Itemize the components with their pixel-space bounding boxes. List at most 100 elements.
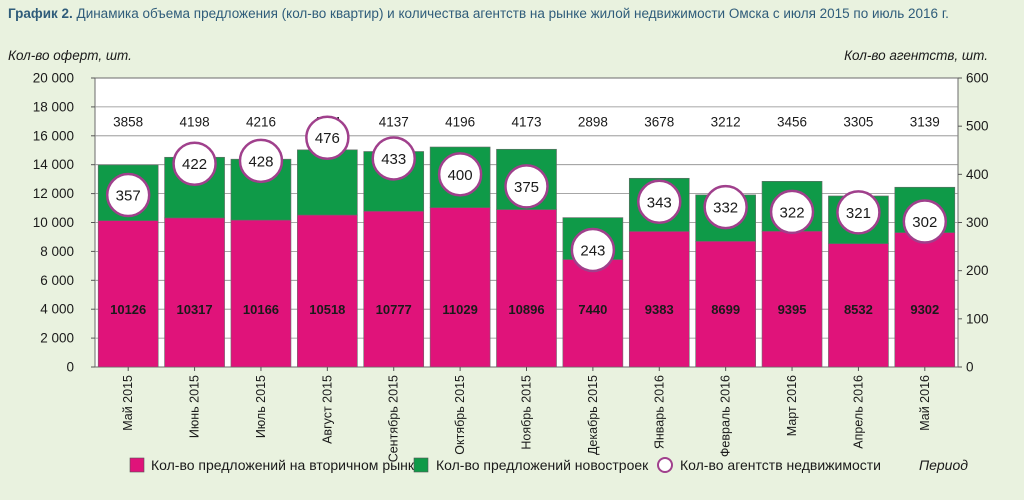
bar-new-buildings-value-label: 4137 [379,114,409,129]
bar-secondary [894,232,956,368]
y-left-tick-label: 12 000 [33,186,74,201]
agencies-marker [769,189,815,235]
x-tick-label: Январь 2016 [652,375,666,449]
y-right-tick-label: 200 [966,263,989,278]
bar-new-buildings-value-label: 3212 [711,114,741,129]
agencies-value-label: 400 [448,167,473,184]
agencies-value-label: 322 [780,204,805,221]
x-tick-label: Май 2015 [121,375,135,431]
bar-new-buildings-value-label: 3858 [113,114,143,129]
y-right-tick-label: 400 [966,167,989,182]
agencies-value-label: 343 [647,194,672,211]
x-tick-label: Октябрь 2015 [453,375,467,455]
bar-secondary-value-label: 9302 [910,302,939,317]
bar-new-buildings-value-label: 2898 [578,114,608,129]
bar-secondary-value-label: 11029 [442,302,477,317]
bar-secondary-value-label: 9395 [778,302,807,317]
legend-swatch-new-buildings [413,457,429,473]
legend-label-new-buildings: Кол-во предложений новостроек [436,457,649,473]
agencies-value-label: 321 [846,205,871,222]
bar-new-buildings-value-label: 4173 [511,114,541,129]
agencies-value-label: 433 [381,151,406,168]
bar-secondary-value-label: 10518 [309,302,345,317]
agencies-marker [902,199,948,244]
legend-label-agencies: Кол-во агентств недвижимости [680,457,881,473]
x-tick-label: Июнь 2015 [188,375,202,438]
legend-swatch-secondary [129,457,145,473]
agencies-marker [637,179,682,225]
bar-secondary-value-label: 9383 [645,302,674,317]
agencies-value-label: 375 [514,179,539,196]
agencies-marker [105,172,151,218]
bar-secondary-value-label: 10317 [176,302,212,317]
x-tick-label: Ноябрь 2015 [520,375,534,450]
agencies-marker [836,190,881,235]
chart-title-text: Динамика объема предложения (кол-во квар… [76,6,949,21]
bar-secondary-value-label: 10166 [243,302,279,317]
y-left-tick-label: 16 000 [33,128,74,143]
bar-secondary-value-label: 10896 [508,302,544,317]
bar-secondary-value-label: 8532 [844,302,873,317]
y-left-axis-label: Кол-во оферт, шт. [8,48,132,63]
bar-secondary-value-label: 8699 [711,302,740,317]
bar-secondary [429,207,491,368]
bar-new-buildings-value-label: 3678 [644,114,674,129]
bar-new-buildings [297,149,358,216]
agencies-value-label: 476 [315,130,340,147]
agencies-value-label: 428 [248,153,273,170]
chart-title-prefix: График 2. [8,6,73,21]
x-axis-label: Период [919,457,968,473]
agencies-marker [172,141,217,186]
y-right-axis-label: Кол-во агентств, шт. [844,48,988,63]
bar-secondary [496,209,557,368]
bar-new-buildings-value-label: 3305 [843,114,873,129]
legend-swatch-agencies [657,457,673,473]
x-tick-label: Февраль 2016 [719,375,733,457]
bar-secondary [628,231,690,368]
bar-secondary [363,210,425,368]
y-left-tick-label: 10 000 [33,215,74,230]
y-left-tick-label: 18 000 [33,99,74,114]
bar-new-buildings-value-label: 4198 [180,114,210,129]
x-tick-label: Март 2016 [785,375,799,436]
bar-secondary [562,259,624,368]
y-left-tick-label: 2 000 [40,331,74,346]
bar-new-buildings-value-label: 3139 [910,114,940,129]
agencies-marker [504,164,549,209]
bar-secondary-value-label: 10126 [110,302,146,317]
x-tick-label: Август 2015 [320,375,334,444]
y-left-tick-label: 0 [66,360,74,375]
y-left-tick-label: 20 000 [33,71,74,86]
agencies-marker [437,152,483,197]
y-left-tick-label: 6 000 [40,273,74,288]
agencies-value-label: 302 [912,214,937,231]
bar-secondary [230,219,292,368]
y-right-tick-label: 600 [966,71,989,86]
y-right-tick-label: 300 [966,215,989,230]
y-left-tick-label: 4 000 [40,302,74,317]
x-tick-label: Апрель 2016 [851,375,865,449]
agencies-marker [238,138,284,184]
x-tick-label: Декабрь 2015 [586,375,600,455]
bar-secondary [761,230,823,368]
agencies-value-label: 422 [182,156,207,173]
chart-title: График 2. Динамика объема предложения (к… [8,6,1018,21]
bar-secondary-value-label: 10777 [376,302,412,317]
agencies-value-label: 357 [116,188,141,205]
agencies-value-label: 332 [713,200,738,217]
y-right-tick-label: 100 [966,311,989,326]
bar-secondary-value-label: 7440 [578,302,607,317]
bar-new-buildings-value-label: 4196 [445,114,475,129]
y-right-tick-label: 500 [966,119,989,134]
bar-new-buildings-value-label: 4216 [246,114,276,129]
agencies-marker [371,136,416,181]
agencies-value-label: 243 [580,242,605,259]
x-tick-label: Май 2016 [918,375,932,431]
y-right-tick-label: 0 [966,360,974,375]
y-left-tick-label: 8 000 [40,244,74,259]
agencies-marker [570,227,616,273]
x-tick-label: Июль 2015 [254,375,268,438]
y-left-tick-label: 14 000 [33,157,74,172]
agencies-marker [703,184,748,230]
